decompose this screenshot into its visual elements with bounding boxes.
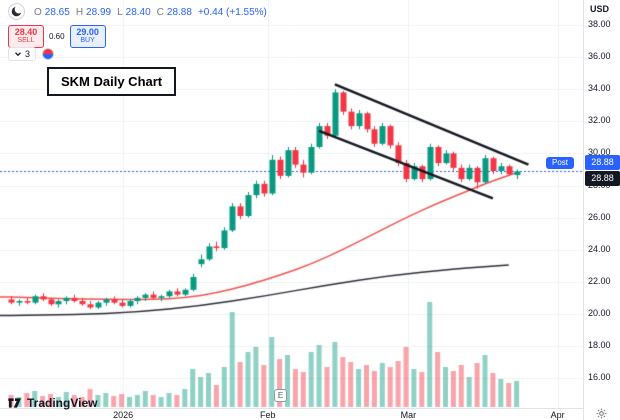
price-axis-label: 38.00 — [588, 19, 611, 29]
price-axis-label: 32.00 — [588, 115, 611, 126]
price-axis-label: 26.00 — [588, 211, 611, 222]
spread-value: 0.60 — [49, 32, 65, 41]
price-axis-label: 36.00 — [588, 51, 611, 62]
price-axis-label: 24.00 — [588, 243, 611, 254]
buy-label: BUY — [80, 37, 95, 44]
price-axis[interactable]: USD 28.88 28.88 38.00 36.00 34.00 32.00 30.0… — [583, 0, 620, 420]
low-value: 28.40 — [125, 7, 151, 18]
price-axis-label: 18.00 — [588, 340, 611, 350]
price-axis-label: 30.00 — [588, 147, 611, 158]
order-settings-row: 3 — [8, 47, 55, 61]
sell-label: SELL — [17, 37, 35, 44]
chart-annotation[interactable]: SKM Daily Chart — [47, 67, 177, 96]
time-axis[interactable]: 2026 Feb Mar Apr — [0, 408, 583, 420]
price-chart[interactable] — [0, 0, 583, 408]
price-axis-label: 16.00 — [588, 372, 611, 383]
open-value: 28.65 — [44, 7, 70, 18]
time-axis-label: Feb — [259, 410, 276, 420]
tradingview-logo-icon — [8, 398, 21, 408]
price-axis-label: 34.00 — [588, 83, 611, 94]
time-axis-label: Apr — [550, 410, 565, 420]
time-axis-label: Mar — [400, 410, 417, 420]
tradingview-logo[interactable]: TradingView — [7, 396, 97, 410]
last-price-tag: 28.88 — [585, 171, 620, 186]
change-value: +0.44 (+1.55%) — [197, 7, 267, 18]
post-session-badge: Post — [545, 157, 574, 169]
ohlc-legend[interactable]: O 28.65 H 28.99 L 28.40 C 28.88 +0.44 (+… — [31, 7, 267, 18]
tradingview-logo-text: TradingView — [27, 396, 98, 410]
quantity-dropdown[interactable]: 3 — [8, 47, 37, 61]
post-price-tag: 28.88 — [585, 155, 620, 170]
chevron-down-icon — [15, 52, 21, 57]
currency-toggle[interactable]: USD — [590, 4, 610, 14]
moon-icon[interactable] — [8, 3, 25, 20]
low-label: L — [117, 7, 123, 18]
earnings-marker[interactable]: E — [274, 389, 287, 402]
price-axis-label: 22.00 — [588, 275, 611, 286]
axis-settings-gear-icon[interactable] — [596, 406, 607, 420]
sell-price: 28.40 — [14, 27, 38, 37]
price-axis-label: 20.00 — [588, 307, 611, 318]
trade-panel: 28.40 SELL 0.60 29.00 BUY — [8, 25, 106, 48]
quantity-value: 3 — [25, 49, 31, 59]
close-label: C — [156, 7, 164, 18]
high-value: 28.99 — [86, 7, 112, 18]
buy-price: 29.00 — [76, 27, 99, 37]
korea-flag-icon — [42, 48, 55, 60]
sell-button[interactable]: 28.40 SELL — [8, 25, 44, 48]
close-value: 28.88 — [166, 7, 192, 18]
high-label: H — [75, 7, 84, 18]
open-label: O — [34, 7, 42, 18]
time-axis-label: 2026 — [113, 410, 134, 420]
buy-button[interactable]: 29.00 BUY — [69, 25, 106, 48]
